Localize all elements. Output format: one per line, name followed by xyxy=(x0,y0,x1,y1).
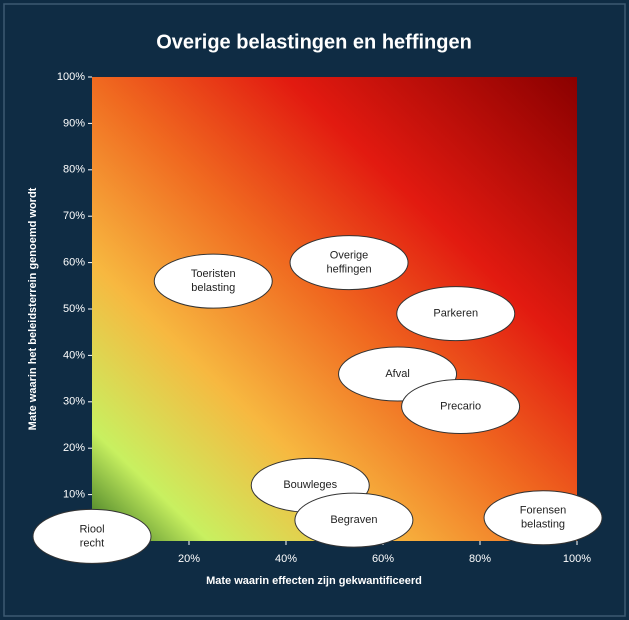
point xyxy=(153,253,273,309)
point-label: belasting xyxy=(521,519,565,531)
point xyxy=(396,286,516,342)
point xyxy=(289,235,409,291)
point-label: Overige xyxy=(330,250,369,262)
point-label: heffingen xyxy=(327,264,372,276)
point-label: Bouwleges xyxy=(283,479,337,491)
y-tick-label: 10% xyxy=(63,489,85,501)
y-tick-label: 20% xyxy=(63,442,85,454)
point-label: Parkeren xyxy=(433,308,478,320)
chart-title: Overige belastingen en heffingen xyxy=(156,31,472,53)
point-label: recht xyxy=(80,537,104,549)
point-label: Toeristen xyxy=(191,268,236,280)
x-tick-label: 60% xyxy=(372,553,394,565)
frame xyxy=(3,3,626,617)
y-tick-label: 100% xyxy=(57,71,85,83)
y-tick-label: 80% xyxy=(63,164,85,176)
x-axis-label: Mate waarin effecten zijn gekwantificeer… xyxy=(206,575,422,587)
point xyxy=(294,492,414,548)
y-tick-label: 40% xyxy=(63,349,85,361)
point-label: belasting xyxy=(191,282,235,294)
point-label: Riool xyxy=(79,523,104,535)
point xyxy=(32,508,152,564)
point xyxy=(401,378,521,434)
point-label: Precario xyxy=(440,400,481,412)
x-tick-label: 20% xyxy=(178,553,200,565)
x-tick-label: 40% xyxy=(275,553,297,565)
point-label: Begraven xyxy=(330,514,377,526)
y-tick-label: 50% xyxy=(63,303,85,315)
x-tick-label: 80% xyxy=(469,553,491,565)
point-label: Forensen xyxy=(520,505,566,517)
y-axis-label: Mate waarin het beleidsterrein genoemd w… xyxy=(27,187,39,430)
y-tick-label: 90% xyxy=(63,117,85,129)
point-label: Afval xyxy=(385,368,409,380)
y-tick-label: 60% xyxy=(63,257,85,269)
y-tick-label: 30% xyxy=(63,396,85,408)
x-tick-label: 100% xyxy=(563,553,591,565)
y-tick-label: 70% xyxy=(63,210,85,222)
point xyxy=(483,490,603,546)
